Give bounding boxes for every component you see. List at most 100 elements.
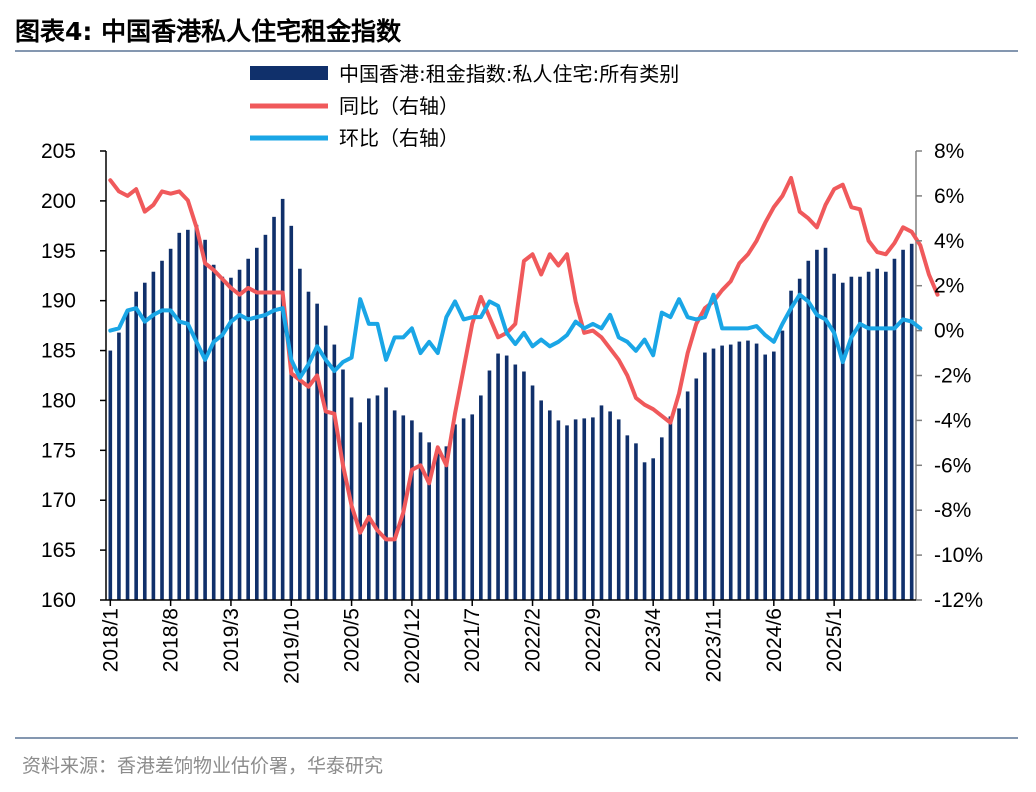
left-tick-label: 175 bbox=[41, 439, 76, 462]
right-tick-label: 4% bbox=[934, 230, 964, 253]
bar bbox=[168, 248, 173, 600]
bar bbox=[763, 354, 768, 600]
bar bbox=[298, 268, 302, 600]
bar bbox=[858, 276, 862, 600]
right-tick-label: -8% bbox=[934, 499, 971, 522]
bar bbox=[237, 269, 242, 600]
yoy-line bbox=[108, 175, 940, 542]
bar bbox=[720, 345, 724, 600]
left-tick-label: 205 bbox=[41, 140, 76, 163]
right-tick-label: -12% bbox=[934, 589, 983, 612]
bar bbox=[651, 458, 655, 600]
right-tick-label: -2% bbox=[934, 365, 971, 388]
bar bbox=[479, 395, 483, 600]
line-series bbox=[108, 175, 940, 542]
bar bbox=[789, 290, 793, 600]
x-axis-ticks: 2018/1 2018/8 2019/3 2019/10 2020/5 2020/12 20… bbox=[99, 600, 846, 684]
legend: 中国香港:租金指数:私人住宅:所有类别 同比（右轴） 环比（右轴） bbox=[250, 62, 679, 150]
left-tick-label: 170 bbox=[41, 489, 76, 512]
x-tick-label: 2018/1 bbox=[99, 608, 122, 672]
bar bbox=[487, 370, 492, 600]
bar bbox=[461, 418, 466, 600]
bar bbox=[901, 249, 905, 600]
bar bbox=[573, 419, 578, 600]
bar bbox=[608, 411, 612, 600]
source-note: 资料来源：香港差饷物业估价署，华泰研究 bbox=[22, 755, 383, 777]
legend-label-bars: 中国香港:租金指数:私人住宅:所有类别 bbox=[339, 62, 679, 86]
right-tick-label: -4% bbox=[934, 409, 971, 432]
x-tick-label: 2023/4 bbox=[642, 608, 665, 673]
bar bbox=[772, 351, 776, 600]
bar bbox=[539, 400, 543, 600]
bar bbox=[659, 437, 664, 600]
bar bbox=[203, 239, 207, 601]
bar bbox=[677, 408, 681, 600]
left-tick-label: 160 bbox=[41, 589, 76, 612]
bar bbox=[711, 348, 716, 600]
bar bbox=[108, 350, 113, 600]
legend-label-yoy: 同比（右轴） bbox=[339, 94, 459, 118]
bar bbox=[815, 249, 819, 600]
bar bbox=[427, 442, 431, 600]
bar bbox=[194, 224, 199, 600]
right-tick-label: 8% bbox=[934, 140, 964, 163]
bar bbox=[556, 420, 561, 600]
bar bbox=[668, 416, 673, 600]
mom-line bbox=[108, 292, 923, 380]
bar bbox=[737, 341, 742, 600]
bar bbox=[875, 268, 880, 600]
x-tick-label: 2018/8 bbox=[160, 608, 183, 672]
bar-series bbox=[108, 198, 914, 601]
bar bbox=[186, 229, 190, 600]
bar bbox=[410, 420, 414, 600]
x-tick-label: 2023/11 bbox=[703, 608, 726, 682]
bar bbox=[341, 369, 345, 600]
bar bbox=[866, 271, 871, 600]
bar bbox=[289, 225, 294, 600]
bar bbox=[125, 310, 130, 600]
bar bbox=[435, 448, 440, 600]
bar bbox=[280, 198, 285, 600]
bar bbox=[151, 271, 156, 600]
legend-swatch-bars bbox=[250, 66, 328, 80]
bar bbox=[634, 443, 638, 600]
figure-title: 图表4: 中国香港私人住宅租金指数 bbox=[15, 17, 402, 46]
bar bbox=[823, 247, 828, 600]
bar bbox=[513, 364, 518, 600]
bar bbox=[211, 264, 216, 600]
bar bbox=[832, 273, 836, 600]
bar bbox=[806, 260, 811, 600]
bar bbox=[642, 462, 647, 600]
left-tick-label: 185 bbox=[41, 340, 76, 363]
left-tick-label: 165 bbox=[41, 539, 76, 562]
bar bbox=[625, 435, 630, 600]
bar bbox=[160, 260, 164, 600]
bar bbox=[177, 232, 182, 600]
right-axis-ticks: -12% -10% -8% -6% -4% -2% 0% 2% 4% 6% 8% bbox=[916, 140, 983, 612]
bar bbox=[142, 282, 147, 600]
x-tick-label: 2020/12 bbox=[401, 608, 424, 684]
x-tick-label: 2025/1 bbox=[823, 608, 846, 672]
x-tick-label: 2022/9 bbox=[582, 608, 605, 672]
bar bbox=[909, 243, 914, 601]
bar bbox=[797, 278, 802, 600]
bar bbox=[694, 378, 699, 600]
bar bbox=[263, 234, 268, 600]
right-tick-label: 6% bbox=[934, 185, 964, 208]
bar bbox=[332, 344, 337, 600]
bar bbox=[582, 418, 587, 600]
bar bbox=[246, 258, 250, 600]
x-tick-label: 2024/6 bbox=[763, 608, 786, 672]
bar bbox=[496, 353, 500, 600]
bar bbox=[522, 371, 526, 600]
bar bbox=[599, 405, 604, 600]
bar bbox=[306, 291, 311, 600]
bar bbox=[470, 414, 475, 600]
bar bbox=[754, 343, 759, 600]
left-tick-label: 190 bbox=[41, 290, 76, 313]
bar bbox=[315, 303, 319, 600]
bar bbox=[418, 432, 423, 600]
bar bbox=[134, 291, 138, 600]
bar bbox=[453, 424, 457, 600]
